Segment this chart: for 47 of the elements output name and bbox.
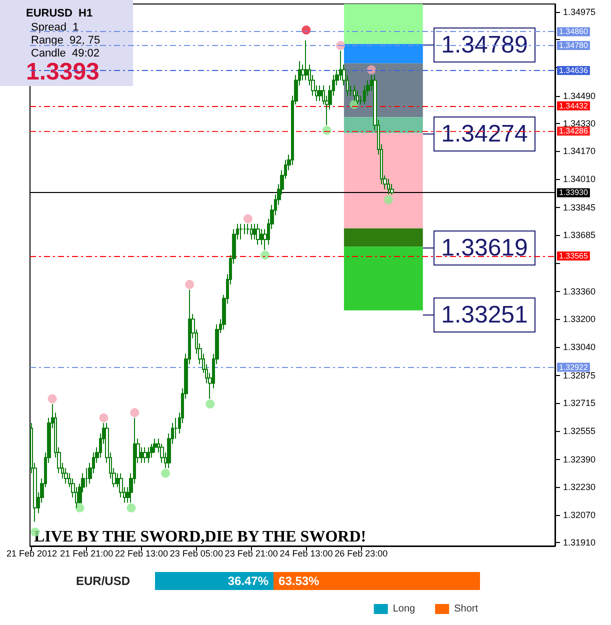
y-tick-label: EUR/USD: [76, 574, 130, 588]
ref-line-label: 1.34780: [559, 41, 588, 50]
x-tick-label: 23 Feb 21:00: [224, 548, 278, 558]
ref-line-label: 1.33930: [559, 188, 588, 198]
ref-line-label: 1.33565: [559, 251, 588, 260]
y-tick-label: 1.34330: [563, 118, 596, 128]
y-tick-label: 1.33685: [563, 230, 596, 240]
y-tick-label: 1.32875: [563, 370, 596, 380]
y-tick-label: 1.34010: [563, 174, 596, 184]
ref-line-label: 1.34860: [559, 27, 588, 36]
y-tick-label: 1.33200: [563, 314, 596, 324]
y-tick-label: 1.31910: [563, 538, 596, 548]
ref-line-label: 1.34286: [559, 126, 588, 136]
y-tick-label: 1.32555: [563, 426, 596, 436]
annotation: Spread 1: [31, 22, 79, 34]
x-tick-label: 24 Feb 13:00: [280, 548, 333, 558]
y-tick-label: 1.34975: [563, 6, 596, 17]
legend-label: Long: [392, 604, 416, 614]
data-label: 36.47%: [228, 574, 269, 588]
y-tick-label: 1.32390: [563, 454, 596, 464]
annotation: 1.33619: [441, 234, 528, 262]
x-tick-label: 21 Feb 21:00: [60, 548, 114, 558]
data-label: 63.53%: [278, 574, 320, 588]
x-tick-label: 22 Feb 13:00: [114, 548, 168, 558]
ref-line-label: 1.32922: [559, 362, 588, 372]
annotation: 1.3393: [26, 58, 100, 86]
annotation: 1.34274: [441, 120, 528, 148]
y-tick-label: 1.33040: [563, 342, 596, 352]
y-tick-label: 1.32070: [563, 510, 596, 520]
x-tick-label: 26 Feb 23:00: [334, 548, 388, 558]
x-tick-label: 21 Feb 2012: [6, 548, 57, 558]
ref-line-label: 1.34432: [559, 101, 588, 110]
annotation: 1.34789: [441, 32, 528, 58]
x-tick-label: 23 Feb 05:00: [170, 548, 223, 558]
y-tick-label: 1.32230: [563, 482, 596, 492]
y-tick-label: 1.32715: [563, 398, 596, 408]
annotation: Range 92, 75: [31, 34, 100, 46]
y-tick-label: 1.34490: [563, 90, 596, 101]
annotation: LIVE BY THE SWORD,DIE BY THE SWORD!: [34, 528, 366, 546]
legend-label: Short: [454, 604, 478, 614]
y-tick-label: 1.33360: [563, 286, 596, 296]
y-tick-label: 1.33845: [563, 202, 596, 212]
y-tick-label: 1.34170: [563, 146, 596, 156]
annotation: EURUSD H1: [26, 8, 93, 20]
annotation: Candle 49:02: [31, 48, 100, 60]
annotation: 1.33251: [441, 302, 528, 328]
ref-line-label: 1.34636: [559, 66, 588, 75]
